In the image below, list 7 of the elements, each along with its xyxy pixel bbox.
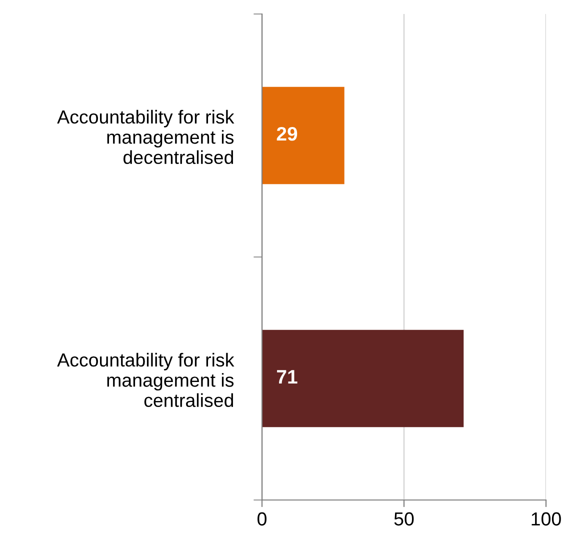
y-tick-label: Accountability for risk management is centralised: [57, 352, 234, 408]
data-label: 29: [276, 126, 298, 141]
x-tick-label: 100: [532, 512, 561, 526]
x-tick-label: 50: [394, 512, 414, 526]
y-tick-label: Accountability for risk management is decentralised: [57, 110, 234, 164]
data-label: 71: [277, 370, 298, 384]
x-tick-label: 0: [258, 512, 266, 526]
